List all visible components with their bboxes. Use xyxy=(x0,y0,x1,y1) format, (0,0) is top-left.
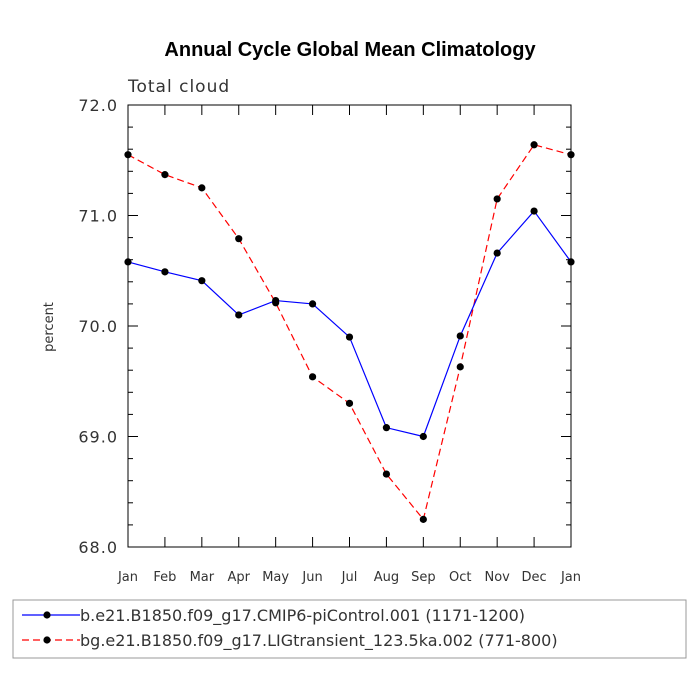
plot-frame xyxy=(127,104,572,548)
series-2-point xyxy=(198,184,206,192)
x-tick-label: Jun xyxy=(301,570,322,585)
series-1-point xyxy=(161,268,169,276)
x-tick-label: Aug xyxy=(374,570,399,585)
legend-label-1: b.e21.B1850.f09_g17.CMIP6-piControl.001 … xyxy=(80,606,525,626)
x-tick-label: Jan xyxy=(117,570,138,585)
series-1-point xyxy=(567,258,575,266)
series-1-point xyxy=(530,207,538,215)
legend-marker-2 xyxy=(43,636,51,644)
series-2-point xyxy=(419,515,427,523)
series-1-point xyxy=(235,311,243,319)
series-2-point xyxy=(308,373,317,381)
series-2-point xyxy=(235,235,243,243)
x-tick-label: Apr xyxy=(228,570,251,585)
axis-ticks xyxy=(127,104,572,548)
x-tick-labels: Jan Feb Mar Apr May Jun Jul Aug Sep Oct Nov Dec Jan xyxy=(117,570,581,585)
series-1-point xyxy=(198,277,206,285)
x-tick-label: May xyxy=(262,570,289,585)
series-1-point xyxy=(308,300,317,308)
series-1-point xyxy=(382,424,391,432)
series-2-point xyxy=(493,195,501,203)
series-1-point xyxy=(345,333,354,341)
y-tick-label: 68.0 xyxy=(78,538,118,557)
series-1-point xyxy=(419,432,427,441)
x-tick-label: Jul xyxy=(341,570,358,585)
x-tick-label: Mar xyxy=(190,570,215,585)
y-tick-label: 70.0 xyxy=(78,317,118,336)
x-tick-label: Dec xyxy=(522,570,547,585)
series-2-point xyxy=(530,141,538,149)
series-layer xyxy=(124,141,575,523)
series-1-point xyxy=(456,332,464,340)
x-tick-label: Sep xyxy=(411,570,436,585)
legend-box xyxy=(12,599,687,659)
legend-items: b.e21.B1850.f09_g17.CMIP6-piControl.001 … xyxy=(22,606,558,651)
legend-label-2: bg.e21.B1850.f09_g17.LIGtransient_123.5k… xyxy=(80,631,558,651)
series-2-point xyxy=(345,399,354,407)
legend-marker-1 xyxy=(43,611,51,619)
y-tick-label: 72.0 xyxy=(78,96,118,115)
series-1-point xyxy=(493,249,501,257)
x-tick-label: Oct xyxy=(449,570,471,585)
legend: b.e21.B1850.f09_g17.CMIP6-piControl.001 … xyxy=(12,599,687,659)
x-tick-label: Feb xyxy=(153,570,176,585)
y-tick-label: 69.0 xyxy=(78,428,118,447)
series-2-point xyxy=(382,470,391,478)
y-tick-labels: 68.0 69.0 70.0 71.0 72.0 xyxy=(78,96,118,557)
series-line-2 xyxy=(127,144,572,521)
series-2-point xyxy=(456,363,464,371)
chart-title: Annual Cycle Global Mean Climatology xyxy=(164,39,536,61)
y-axis-label: percent xyxy=(42,302,57,352)
y-tick-label: 71.0 xyxy=(78,207,118,226)
series-2-point xyxy=(567,151,575,159)
x-tick-label: Nov xyxy=(484,570,510,585)
x-tick-label: Jan xyxy=(560,570,581,585)
series-2-point xyxy=(161,171,169,179)
series-1-point xyxy=(124,258,132,266)
chart-subtitle: Total cloud xyxy=(127,77,230,97)
series-2-point xyxy=(124,151,132,159)
series-1-point xyxy=(272,296,280,305)
